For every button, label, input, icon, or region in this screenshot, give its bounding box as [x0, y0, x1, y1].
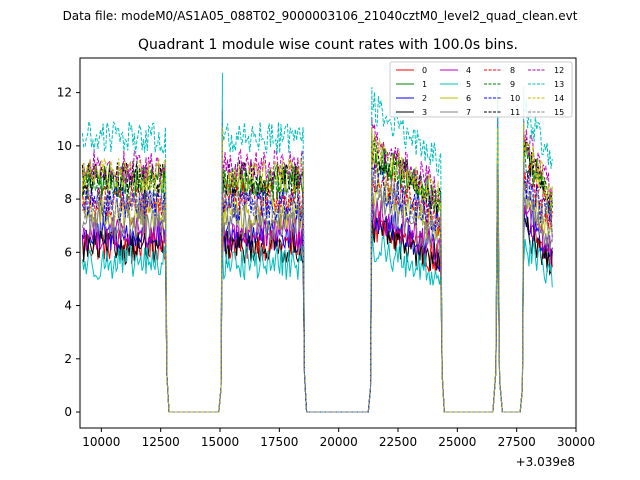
x-tick-label: 12500 — [142, 435, 180, 449]
legend-label-6: 6 — [466, 94, 471, 103]
y-tick-label: 10 — [57, 139, 72, 153]
x-tick-label: 22500 — [379, 435, 417, 449]
x-tick-label: 25000 — [438, 435, 476, 449]
series-line-13 — [81, 72, 553, 413]
legend-label-12: 12 — [554, 66, 564, 75]
y-tick-label: 0 — [64, 405, 72, 419]
legend-label-13: 13 — [554, 80, 564, 89]
y-tick-label: 8 — [64, 192, 72, 206]
x-tick-label: 20000 — [320, 435, 358, 449]
legend-label-15: 15 — [554, 108, 564, 117]
series-line-14 — [81, 122, 553, 413]
legend-label-11: 11 — [510, 108, 520, 117]
series-line-5 — [81, 228, 553, 413]
plot-frame — [79, 57, 577, 429]
x-offset-label: +3.039e8 — [516, 455, 575, 469]
x-tick-label: 10000 — [82, 435, 120, 449]
legend-box — [389, 61, 573, 118]
legend-label-2: 2 — [422, 94, 427, 103]
series-layer — [81, 72, 553, 413]
legend-label-10: 10 — [510, 94, 520, 103]
legend-label-14: 14 — [554, 94, 564, 103]
legend-label-8: 8 — [510, 66, 515, 75]
y-tick-label: 12 — [57, 86, 72, 100]
series-line-15 — [81, 162, 553, 413]
y-tick-label: 6 — [64, 245, 72, 259]
data-file-label: Data file: modeM0/AS1A05_088T02_90000031… — [63, 9, 578, 23]
y-tick-label: 4 — [64, 299, 72, 313]
series-line-9 — [81, 132, 553, 413]
legend-label-1: 1 — [422, 80, 427, 89]
x-tick-label: 27500 — [498, 435, 536, 449]
x-tick-label: 30000 — [557, 435, 595, 449]
legend-label-3: 3 — [422, 108, 427, 117]
legend-label-0: 0 — [422, 66, 427, 75]
axes: 10000 12500 15000 17500 20000 22500 25000 27500… — [57, 57, 595, 449]
legend-label-7: 7 — [466, 108, 471, 117]
x-tick-label: 15000 — [201, 435, 239, 449]
x-tick-label: 17500 — [260, 435, 298, 449]
y-tick-label: 2 — [64, 352, 72, 366]
legend-label-5: 5 — [466, 80, 471, 89]
chart-title: Quadrant 1 module wise count rates with … — [138, 37, 518, 53]
legend-label-4: 4 — [466, 66, 471, 75]
legend-label-9: 9 — [510, 80, 515, 89]
